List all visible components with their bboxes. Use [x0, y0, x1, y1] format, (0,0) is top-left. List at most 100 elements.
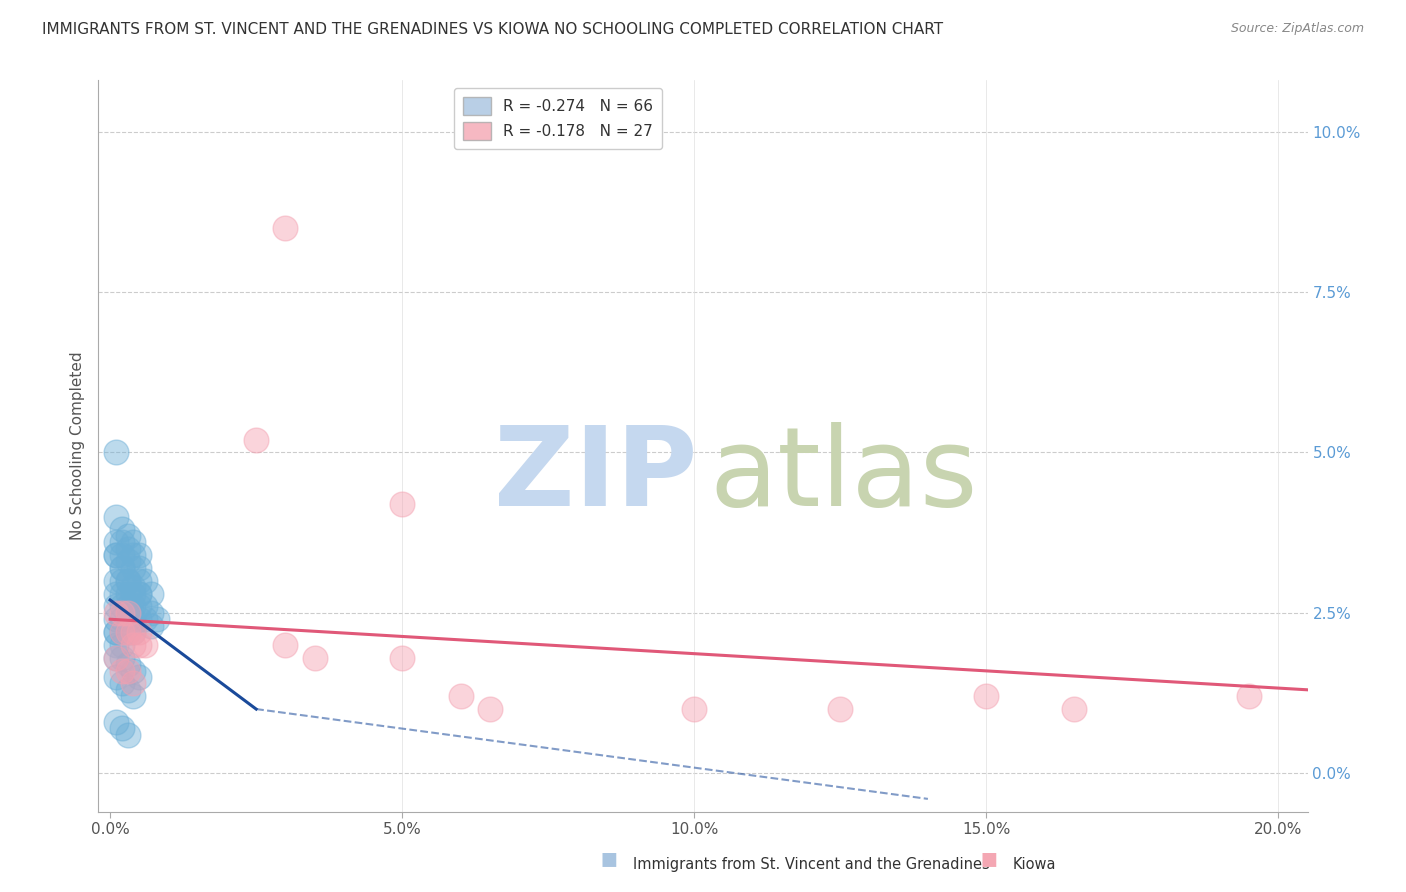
Point	[104, 650, 127, 665]
Text: IMMIGRANTS FROM ST. VINCENT AND THE GRENADINES VS KIOWA NO SCHOOLING COMPLETED C: IMMIGRANTS FROM ST. VINCENT AND THE GREN…	[42, 22, 943, 37]
Point	[111, 586, 134, 600]
Point	[122, 625, 145, 640]
Point	[122, 580, 145, 594]
Point	[128, 612, 150, 626]
Point	[134, 612, 156, 626]
Point	[117, 541, 139, 556]
Point	[111, 574, 134, 588]
Point	[683, 702, 706, 716]
Point	[117, 574, 139, 588]
Legend: R = -0.274   N = 66, R = -0.178   N = 27: R = -0.274 N = 66, R = -0.178 N = 27	[454, 88, 662, 149]
Point	[974, 690, 997, 704]
Point	[104, 535, 127, 549]
Point	[128, 625, 150, 640]
Point	[122, 586, 145, 600]
Point	[104, 548, 127, 562]
Point	[117, 664, 139, 678]
Point	[104, 612, 127, 626]
Point	[128, 586, 150, 600]
Point	[450, 690, 472, 704]
Point	[128, 574, 150, 588]
Point	[104, 548, 127, 562]
Point	[139, 606, 162, 620]
Point	[111, 606, 134, 620]
Point	[111, 523, 134, 537]
Point	[134, 599, 156, 614]
Point	[117, 529, 139, 543]
Point	[245, 433, 267, 447]
Text: atlas: atlas	[709, 422, 977, 529]
Point	[111, 650, 134, 665]
Point	[111, 561, 134, 575]
Point	[117, 728, 139, 742]
Point	[111, 599, 134, 614]
Point	[117, 657, 139, 672]
Point	[134, 574, 156, 588]
Point	[104, 586, 127, 600]
Point	[117, 625, 139, 640]
Y-axis label: No Schooling Completed: No Schooling Completed	[70, 351, 86, 541]
Point	[104, 670, 127, 684]
Point	[104, 599, 127, 614]
Point	[134, 638, 156, 652]
Point	[128, 670, 150, 684]
Point	[1063, 702, 1085, 716]
Text: Immigrants from St. Vincent and the Grenadines: Immigrants from St. Vincent and the Gren…	[633, 857, 990, 872]
Point	[117, 612, 139, 626]
Point	[117, 574, 139, 588]
Point	[478, 702, 501, 716]
Text: ZIP: ZIP	[494, 422, 697, 529]
Point	[391, 497, 413, 511]
Point	[104, 638, 127, 652]
Point	[128, 638, 150, 652]
Point	[117, 625, 139, 640]
Point	[104, 445, 127, 459]
Point	[111, 548, 134, 562]
Point	[304, 650, 326, 665]
Point	[111, 625, 134, 640]
Point	[111, 612, 134, 626]
Point	[117, 682, 139, 697]
Point	[111, 625, 134, 640]
Point	[104, 650, 127, 665]
Point	[104, 625, 127, 640]
Point	[111, 561, 134, 575]
Point	[128, 548, 150, 562]
Point	[128, 561, 150, 575]
Point	[391, 650, 413, 665]
Point	[111, 664, 134, 678]
Text: Source: ZipAtlas.com: Source: ZipAtlas.com	[1230, 22, 1364, 36]
Point	[122, 638, 145, 652]
Point	[111, 638, 134, 652]
Point	[122, 676, 145, 690]
Point	[122, 535, 145, 549]
Point	[122, 599, 145, 614]
Text: ▪: ▪	[980, 845, 998, 872]
Point	[122, 664, 145, 678]
Point	[122, 625, 145, 640]
Point	[274, 638, 297, 652]
Point	[830, 702, 852, 716]
Point	[117, 606, 139, 620]
Text: Kiowa: Kiowa	[1012, 857, 1056, 872]
Point	[117, 554, 139, 568]
Point	[104, 574, 127, 588]
Point	[122, 561, 145, 575]
Point	[146, 612, 169, 626]
Point	[274, 220, 297, 235]
Text: ▪: ▪	[600, 845, 619, 872]
Point	[122, 548, 145, 562]
Point	[122, 690, 145, 704]
Point	[104, 714, 127, 729]
Point	[139, 618, 162, 632]
Point	[122, 612, 145, 626]
Point	[104, 606, 127, 620]
Point	[128, 586, 150, 600]
Point	[139, 586, 162, 600]
Point	[1237, 690, 1260, 704]
Point	[111, 676, 134, 690]
Point	[111, 721, 134, 735]
Point	[117, 586, 139, 600]
Point	[117, 599, 139, 614]
Point	[104, 509, 127, 524]
